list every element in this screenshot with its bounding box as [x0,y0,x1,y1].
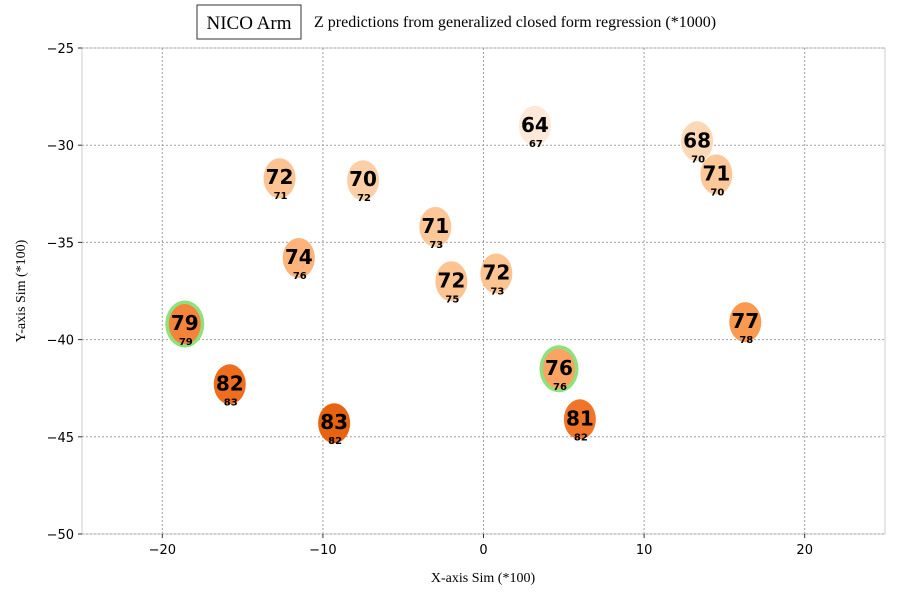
y-tick-label: −30 [47,139,74,154]
point-marker [213,364,246,405]
y-tick-label: −40 [47,334,74,349]
actual-value-label: 70 [691,154,705,165]
predicted-value-label: 72 [437,268,465,292]
legend-box [196,4,302,40]
predicted-value-label: 70 [349,167,377,191]
x-tick-label: −20 [149,543,176,558]
axis-ticks: −20 −10 0 10 20 −25 −30 −35 −40 −45 −50 [47,42,813,558]
actual-value-label: 73 [429,240,443,251]
point-marker [542,348,575,389]
point-marker [563,399,596,440]
point-marker [347,160,380,201]
y-axis-label: Y-axis Sim (*100) [14,239,29,342]
predicted-value-label: 71 [421,214,449,238]
predicted-value-label: 81 [566,406,594,430]
point-marker [282,237,315,278]
legend: NICO Arm [196,4,302,40]
point-marker [681,121,714,162]
point-marker [729,302,762,343]
actual-value-label: 71 [274,191,288,202]
actual-value-label: 83 [224,397,238,408]
actual-value-label: 72 [357,193,371,204]
y-tick-label: −50 [47,528,74,543]
actual-value-label: 70 [710,187,724,198]
predicted-value-label: 71 [702,161,730,185]
actual-value-label: 78 [739,335,753,346]
predicted-value-label: 77 [731,309,759,333]
actual-value-label: 79 [179,337,193,348]
legend-label: NICO Arm [207,13,292,34]
predicted-value-label: 74 [285,245,313,269]
point-marker [518,105,551,146]
predicted-value-label: 79 [171,311,199,335]
x-tick-label: −10 [309,543,336,558]
predicted-value-label: 82 [216,371,244,395]
x-axis-label: X-axis Sim (*100) [431,571,536,586]
actual-value-label: 73 [490,287,504,298]
point-marker [168,304,201,345]
predicted-value-label: 72 [482,261,510,285]
x-tick-label: 20 [796,543,813,558]
point-marker [700,154,733,195]
actual-value-label: 67 [529,139,543,150]
x-tick-label: 0 [479,543,487,558]
actual-value-label: 82 [328,436,342,447]
predicted-value-label: 76 [545,356,573,380]
point-marker [480,253,513,294]
y-tick-label: −25 [47,42,74,57]
actual-value-label: 82 [574,432,588,443]
x-tick-label: 10 [636,543,653,558]
actual-value-label: 76 [293,271,307,282]
y-tick-label: −45 [47,431,74,446]
predicted-value-label: 68 [683,128,711,152]
point-marker [435,261,468,302]
point-marker [318,403,351,444]
predicted-value-label: 72 [266,165,294,189]
grid [82,47,885,535]
actual-value-label: 75 [445,294,459,305]
chart-title: Z predictions from generalized closed fo… [314,14,716,31]
predicted-value-label: 64 [521,113,549,137]
y-tick-label: −35 [47,236,74,251]
point-marker [419,206,452,247]
point-marker [263,158,296,199]
actual-value-label: 76 [553,382,567,393]
predicted-value-label: 83 [320,410,348,434]
